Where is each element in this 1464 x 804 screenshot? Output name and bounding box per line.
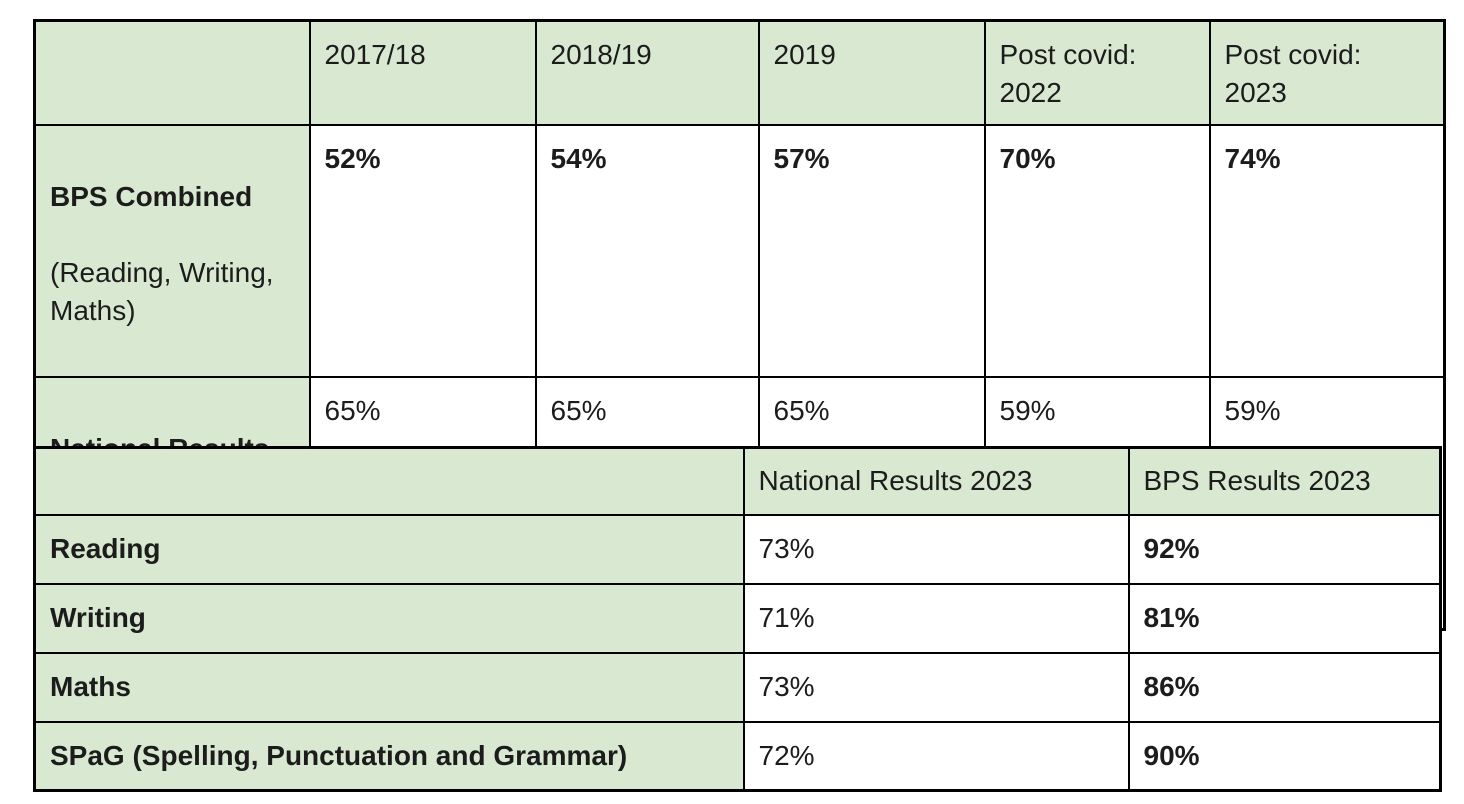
row-label-reading: Reading	[33, 513, 745, 585]
header-post-covid-2023: Post covid: 2023	[1208, 19, 1446, 126]
spag-bps-value: 90%	[1127, 720, 1442, 792]
header-national-results-2023: National Results 2023	[742, 446, 1130, 516]
writing-bps-value: 81%	[1127, 582, 1442, 654]
reading-row: Reading 73% 92%	[33, 513, 1442, 585]
header-2017-18: 2017/18	[308, 19, 537, 126]
bps-value-2022: 70%	[983, 123, 1211, 378]
maths-row: Maths 73% 86%	[33, 651, 1442, 723]
bps-value-2023: 74%	[1208, 123, 1446, 378]
subject-header-row: National Results 2023 BPS Results 2023	[33, 446, 1442, 516]
maths-national-value: 73%	[742, 651, 1130, 723]
bps-value-2018-19: 54%	[534, 123, 760, 378]
maths-bps-value: 86%	[1127, 651, 1442, 723]
row-label-writing: Writing	[33, 582, 745, 654]
combined-corner-cell	[33, 19, 311, 126]
row-label-maths: Maths	[33, 651, 745, 723]
spag-national-value: 72%	[742, 720, 1130, 792]
writing-national-value: 71%	[742, 582, 1130, 654]
row-label-bps-combined: BPS Combined (Reading, Writing, Maths)	[33, 123, 311, 378]
header-2018-19: 2018/19	[534, 19, 760, 126]
header-post-covid-2022: Post covid: 2022	[983, 19, 1211, 126]
bps-value-2017-18: 52%	[308, 123, 537, 378]
reading-bps-value: 92%	[1127, 513, 1442, 585]
subject-results-2023-table: National Results 2023 BPS Results 2023 R…	[33, 446, 1442, 792]
bps-combined-row: BPS Combined (Reading, Writing, Maths) 5…	[33, 123, 1446, 378]
reading-national-value: 73%	[742, 513, 1130, 585]
writing-row: Writing 71% 81%	[33, 582, 1442, 654]
header-bps-results-2023: BPS Results 2023	[1127, 446, 1442, 516]
header-2019: 2019	[757, 19, 986, 126]
combined-header-row: 2017/18 2018/19 2019 Post covid: 2022 Po…	[33, 19, 1446, 126]
subject-corner-cell	[33, 446, 745, 516]
row-label-title: BPS Combined	[50, 180, 253, 212]
row-label-spag: SPaG (Spelling, Punctuation and Grammar)	[33, 720, 745, 792]
row-label-subtitle: (Reading, Writing, Maths)	[50, 256, 274, 326]
spag-row: SPaG (Spelling, Punctuation and Grammar)…	[33, 720, 1442, 792]
bps-value-2019: 57%	[757, 123, 986, 378]
